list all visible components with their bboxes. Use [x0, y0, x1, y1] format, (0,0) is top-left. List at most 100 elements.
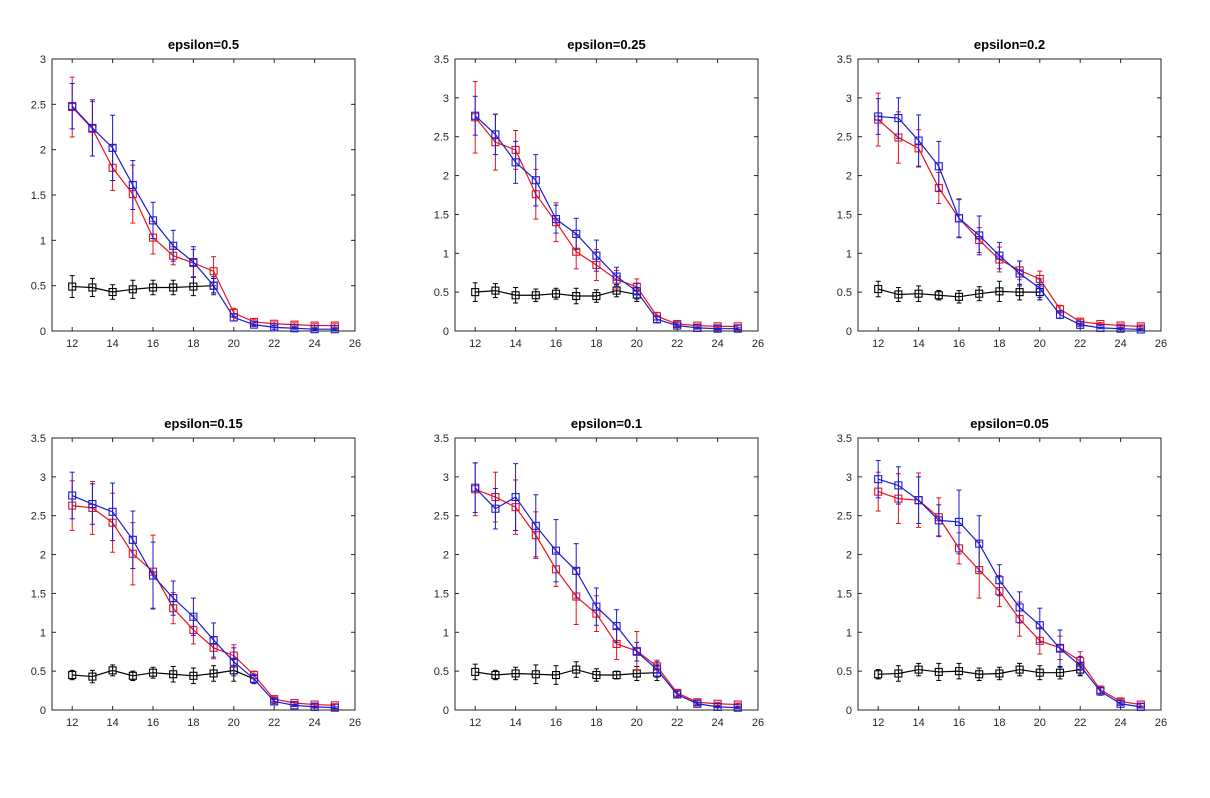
x-tick-label: 12 [872, 338, 884, 350]
subplot-4: epsilon=0.15 12 14 16 18 20 22 24 26 0 0.5 1 1.5 2 2.5… [31, 416, 361, 729]
square-marker [209, 281, 218, 290]
y-tick-label: 3.5 [837, 54, 852, 66]
square-marker [471, 667, 480, 676]
square-marker [189, 612, 198, 621]
square-marker [632, 287, 641, 296]
series-line-red [71, 106, 335, 327]
x-tick-label: 14 [106, 717, 118, 729]
x-tick-label: 26 [349, 717, 361, 729]
square-marker [209, 636, 218, 645]
square-marker [1116, 324, 1125, 333]
square-marker [632, 647, 641, 656]
square-marker [572, 291, 581, 301]
series-blue [471, 95, 742, 333]
y-tick-label: 0.5 [837, 666, 852, 678]
x-tick-label: 20 [631, 338, 643, 350]
x-tick-label: 26 [1155, 338, 1167, 350]
square-marker [229, 657, 238, 666]
series-line-red [474, 488, 738, 706]
x-tick-label: 22 [1074, 717, 1086, 729]
square-marker [511, 493, 520, 502]
square-marker [934, 162, 943, 171]
square-marker [975, 289, 984, 298]
x-tick-label: 18 [590, 338, 602, 350]
y-tick-label: 2 [846, 550, 852, 562]
square-marker [128, 285, 137, 294]
y-tick-label: 1 [846, 627, 852, 639]
y-tick-label: 1 [846, 248, 852, 260]
series-black [874, 280, 1044, 304]
square-marker [531, 670, 540, 679]
y-tick-label: 2.5 [434, 511, 449, 523]
square-marker [531, 176, 540, 185]
square-marker [914, 496, 923, 505]
axes-box [454, 58, 759, 332]
x-tick-label: 24 [308, 717, 320, 729]
y-tick-label: 0.5 [31, 281, 46, 293]
x-tick-label: 20 [631, 717, 643, 729]
square-marker [934, 291, 943, 300]
series-blue [68, 471, 339, 712]
x-tick-label: 22 [1074, 338, 1086, 350]
square-marker [693, 323, 702, 332]
subplot-title: epsilon=0.05 [970, 416, 1048, 431]
x-tick-label: 20 [228, 338, 240, 350]
y-tick-label: 0 [40, 326, 46, 338]
square-marker [270, 323, 279, 332]
y-tick-label: 0 [846, 326, 852, 338]
y-tick-label: 1.5 [837, 588, 852, 600]
x-tick-label: 14 [912, 338, 924, 350]
x-tick-label: 18 [993, 338, 1005, 350]
square-marker [68, 282, 77, 291]
series-black [874, 662, 1085, 682]
square-marker [592, 602, 601, 611]
x-tick-label: 12 [469, 717, 481, 729]
x-tick-label: 14 [912, 717, 924, 729]
y-tick-label: 1.5 [434, 209, 449, 221]
square-marker [1076, 320, 1085, 329]
square-marker [310, 325, 319, 334]
square-marker [572, 229, 581, 238]
square-marker [249, 320, 259, 329]
square-marker [88, 500, 97, 509]
series-line-black [475, 668, 658, 676]
square-marker [693, 699, 702, 708]
series-black [471, 661, 662, 685]
square-marker [471, 288, 480, 297]
x-tick-label: 14 [509, 717, 521, 729]
y-tick-label: 2 [40, 550, 46, 562]
x-tick-label: 24 [1114, 338, 1126, 350]
square-marker [713, 324, 722, 333]
square-marker [1035, 284, 1044, 293]
square-marker [491, 286, 500, 295]
square-marker [673, 321, 682, 330]
square-marker [290, 324, 299, 333]
square-marker [249, 674, 259, 683]
square-marker [531, 521, 540, 530]
y-tick-label: 0.5 [837, 287, 852, 299]
square-marker [1055, 668, 1065, 677]
y-tick-label: 0.5 [31, 666, 46, 678]
square-marker [874, 475, 883, 484]
square-marker [1015, 269, 1024, 278]
x-tick-label: 26 [349, 338, 361, 350]
square-marker [189, 258, 198, 267]
series-line-red [877, 119, 1141, 327]
x-tick-label: 16 [550, 338, 562, 350]
square-marker [148, 668, 158, 677]
x-tick-label: 22 [268, 338, 280, 350]
square-marker [169, 670, 178, 679]
square-marker [1035, 668, 1044, 677]
square-marker [995, 251, 1004, 260]
subplot-6: epsilon=0.05 12 14 16 18 20 22 24 26 0 0.5 1 1.5 2 2.5… [837, 416, 1167, 729]
square-marker [1035, 621, 1044, 630]
square-marker [189, 671, 198, 680]
y-tick-label: 2.5 [31, 99, 46, 111]
square-marker [874, 112, 883, 121]
series-blue [874, 97, 1145, 334]
y-tick-label: 0 [40, 705, 46, 717]
square-marker [612, 622, 621, 631]
square-marker [914, 289, 923, 298]
y-tick-label: 0.5 [434, 666, 449, 678]
